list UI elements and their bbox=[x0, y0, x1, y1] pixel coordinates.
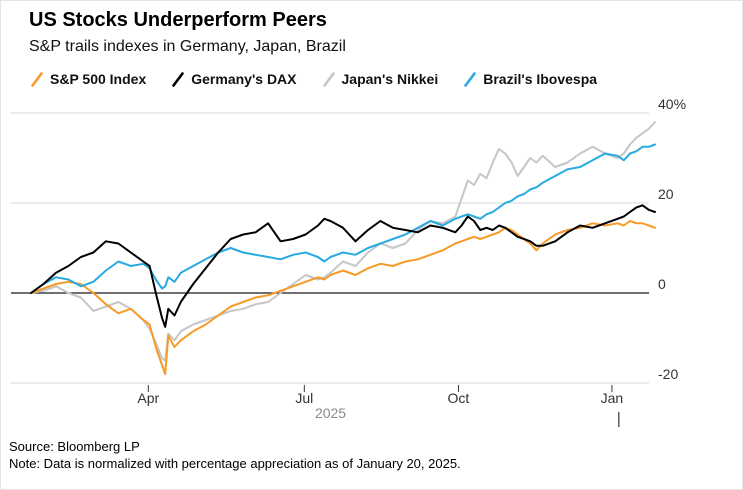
legend-item-sp500: S&P 500 Index bbox=[31, 71, 146, 87]
legend-item-nikkei: Japan's Nikkei bbox=[322, 71, 439, 87]
y-axis-label: 20 bbox=[658, 186, 674, 202]
y-axis-label: 0 bbox=[658, 276, 666, 292]
series-line-ibovespa bbox=[30, 143, 656, 294]
x-axis-label: Apr bbox=[137, 390, 160, 406]
chart-footer: Source: Bloomberg LP Note: Data is norma… bbox=[9, 438, 461, 472]
legend-slash-icon bbox=[464, 71, 477, 87]
series-line-nikkei bbox=[30, 121, 656, 362]
chart-title: US Stocks Underperform Peers bbox=[29, 9, 327, 31]
legend-slash-icon bbox=[322, 71, 335, 87]
year-label: 2025 bbox=[314, 405, 347, 421]
x-axis-label: Jan bbox=[600, 390, 624, 406]
legend-label: Brazil's Ibovespa bbox=[483, 71, 598, 87]
chart-subtitle: S&P trails indexes in Germany, Japan, Br… bbox=[29, 38, 346, 55]
legend-slash-icon bbox=[31, 71, 43, 87]
line-chart-canvas bbox=[11, 112, 656, 427]
source-text: Source: Bloomberg LP bbox=[9, 439, 140, 454]
legend-item-dax: Germany's DAX bbox=[172, 71, 297, 87]
y-axis-label: 40% bbox=[658, 96, 687, 112]
note-text: Note: Data is normalized with percentage… bbox=[9, 456, 461, 471]
x-axis-label: Jul bbox=[295, 390, 314, 406]
legend-label: S&P 500 Index bbox=[50, 71, 147, 87]
series-line-sp500 bbox=[30, 220, 656, 375]
legend-item-ibovespa: Brazil's Ibovespa bbox=[464, 71, 597, 87]
series-line-dax bbox=[30, 204, 656, 328]
chart-legend: S&P 500 Index Germany's DAX Japan's Nikkei… bbox=[31, 71, 597, 87]
y-axis-label: -20 bbox=[658, 366, 679, 382]
legend-label: Japan's Nikkei bbox=[341, 71, 439, 87]
x-axis-label: Oct bbox=[447, 390, 470, 406]
legend-label: Germany's DAX bbox=[191, 71, 297, 87]
legend-slash-icon bbox=[172, 71, 185, 87]
